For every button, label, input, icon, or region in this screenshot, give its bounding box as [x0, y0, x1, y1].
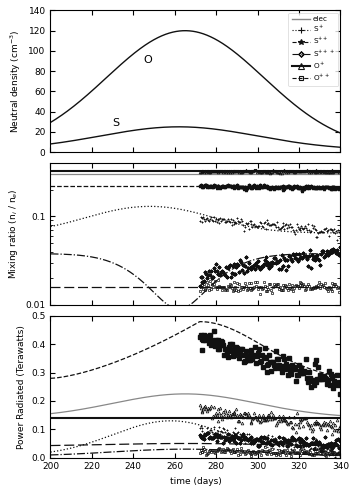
- Y-axis label: Neutral density (cm$^{-3}$): Neutral density (cm$^{-3}$): [9, 30, 23, 133]
- X-axis label: time (days): time (days): [169, 477, 221, 486]
- Text: S: S: [112, 118, 120, 128]
- Legend: elec, S$^+$, S$^{++}$, S$^{+++}$, O$^+$, O$^{++}$: elec, S$^+$, S$^{++}$, S$^{+++}$, O$^+$,…: [288, 13, 338, 86]
- Y-axis label: Mixing ratio (n$_i$ / n$_e$): Mixing ratio (n$_i$ / n$_e$): [7, 189, 20, 280]
- Y-axis label: Power Radiated (Terawatts): Power Radiated (Terawatts): [17, 325, 26, 449]
- Text: O: O: [144, 55, 152, 65]
